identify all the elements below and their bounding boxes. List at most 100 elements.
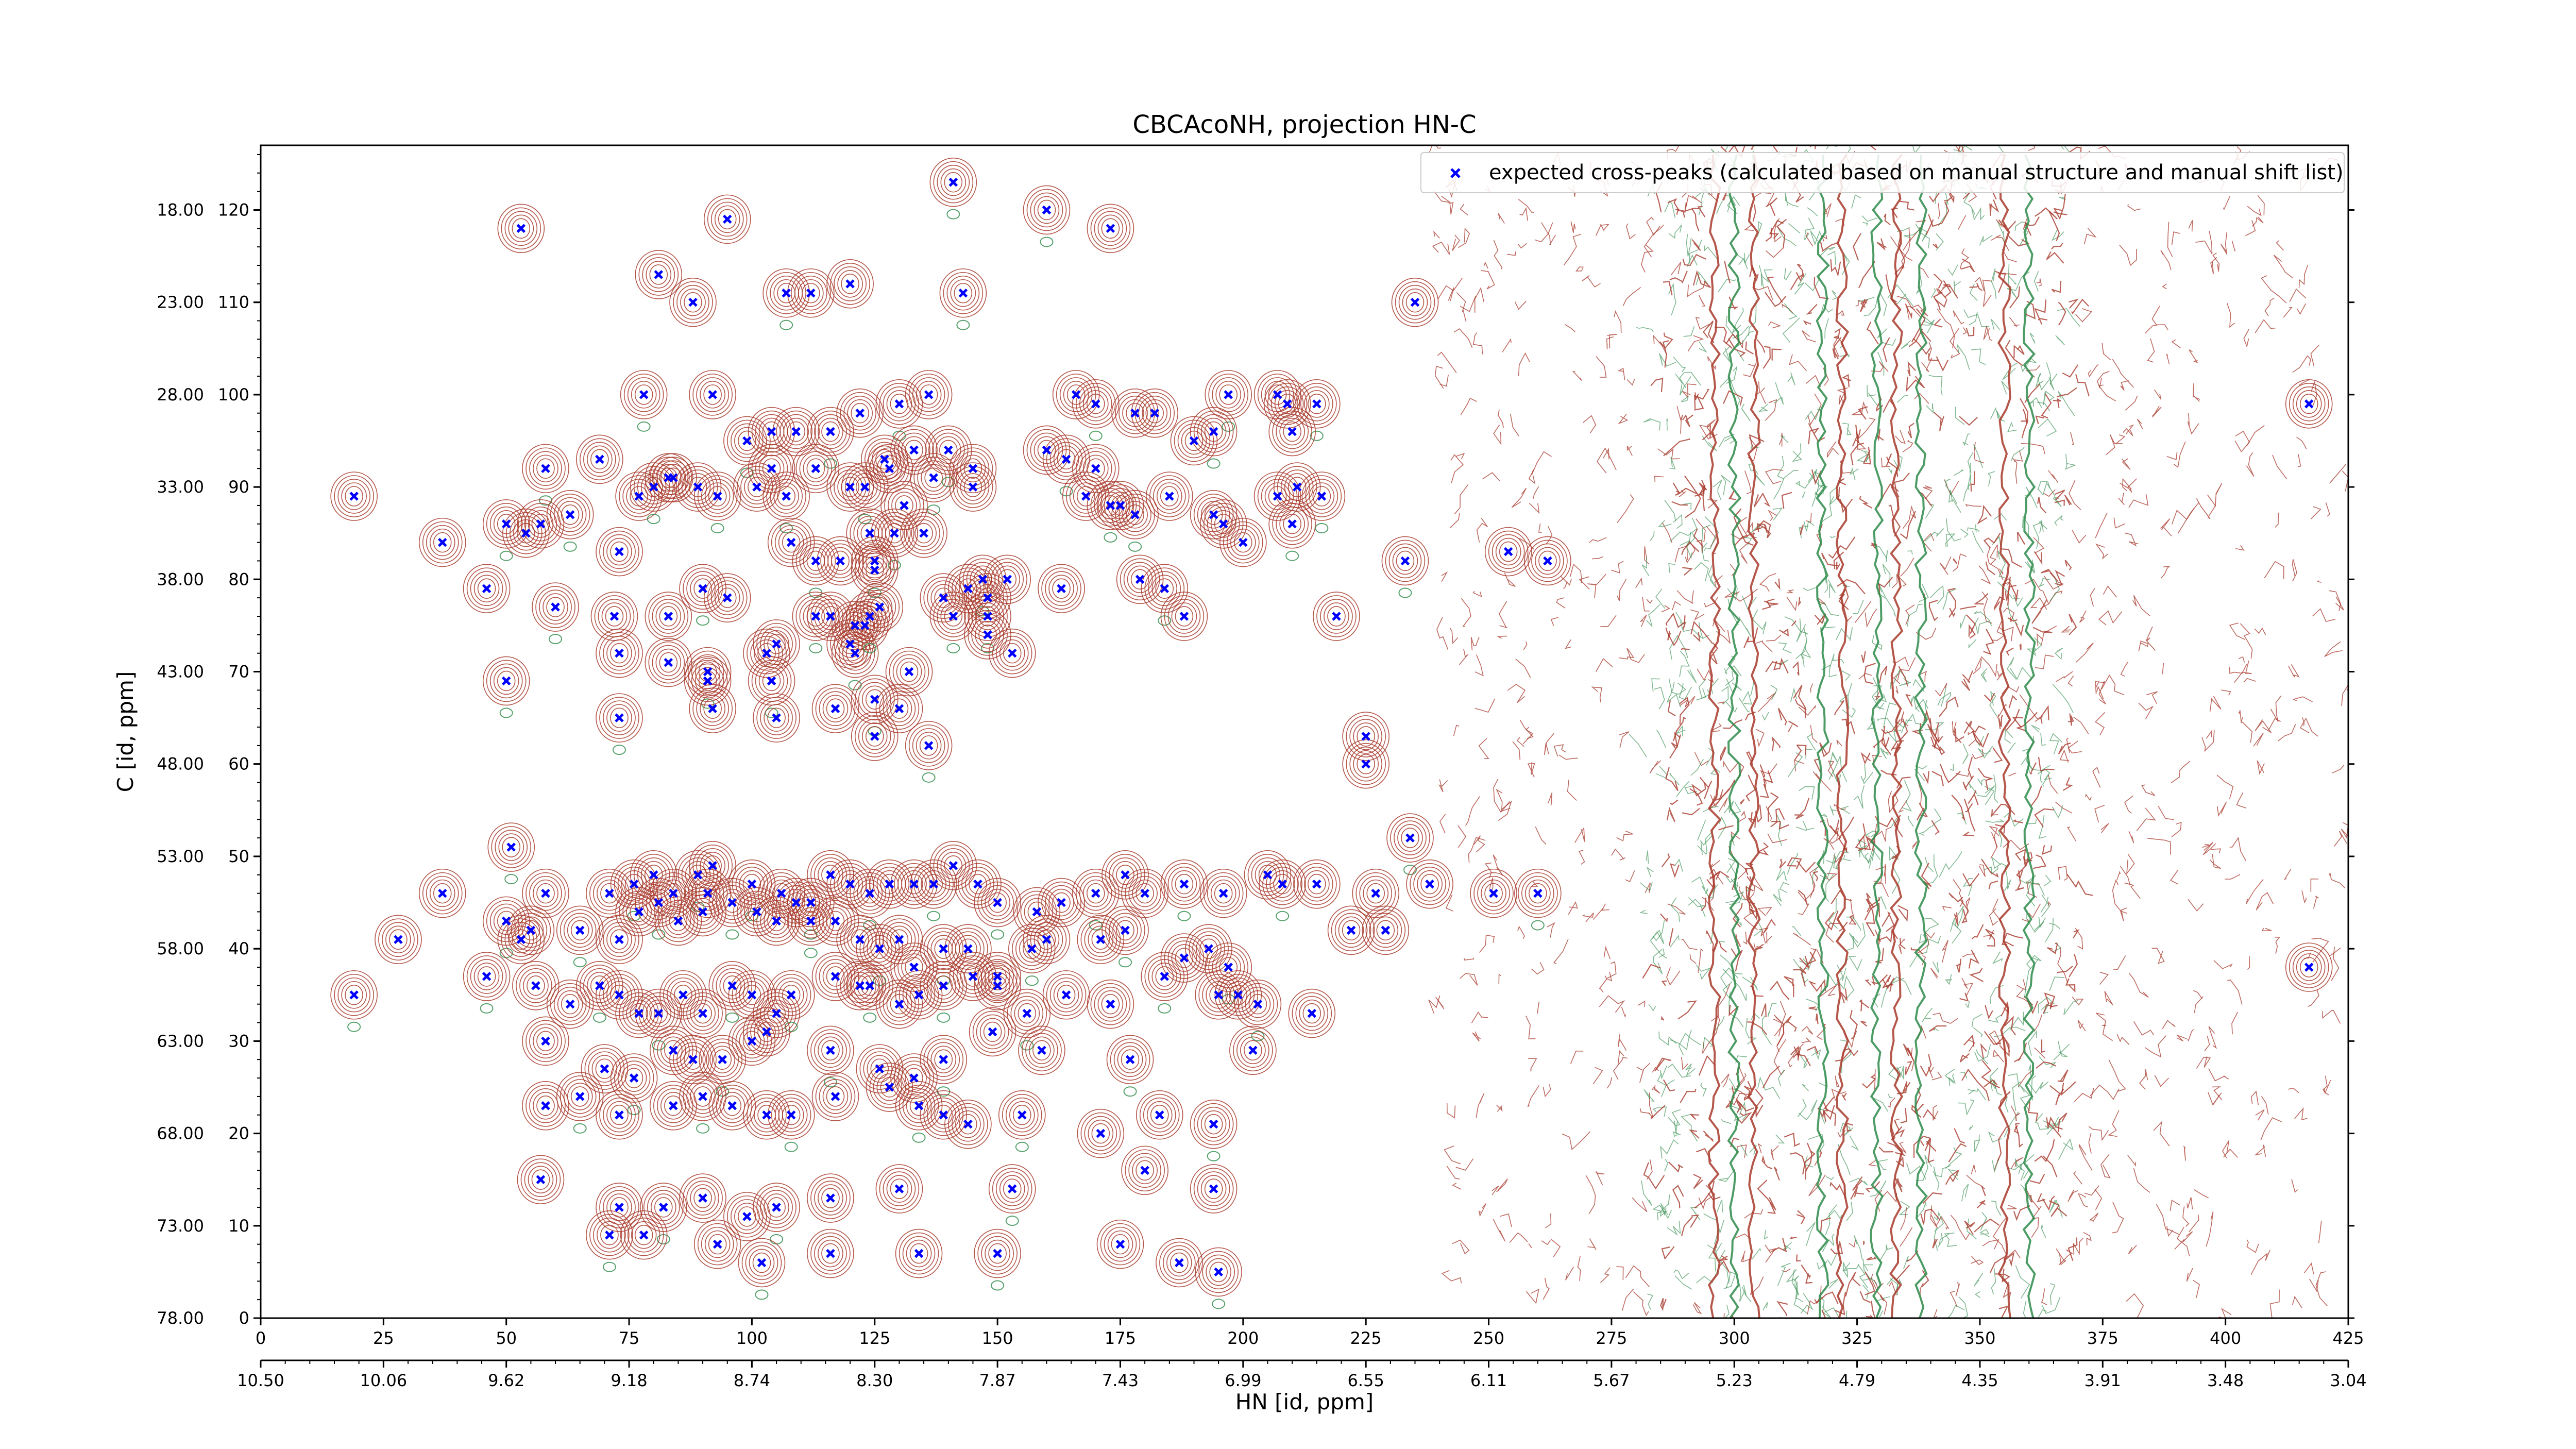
noise-contour — [1724, 1305, 1730, 1318]
y-axis-left: 18.0023.0028.0033.0038.0043.0048.0053.00… — [157, 154, 261, 1328]
noise-contour — [1802, 1084, 1809, 1091]
noise-contour — [1679, 650, 1690, 677]
cross-peak-marker — [914, 990, 924, 1000]
noise-contour — [1661, 605, 1670, 613]
y-tick-label: 48.00 — [157, 754, 204, 774]
noise-contour — [1670, 1030, 1692, 1051]
noise-contour — [2145, 626, 2156, 651]
noise-contour — [1773, 658, 1789, 673]
noise-contour — [2058, 1043, 2070, 1057]
y-inner-tick-label: 20 — [228, 1124, 249, 1143]
noise-contour — [2021, 443, 2045, 454]
peak-contour — [944, 924, 992, 973]
noise-contour — [1837, 1143, 1851, 1176]
noise-contour — [2223, 1148, 2238, 1158]
noise-contour — [1794, 745, 1802, 761]
cross-peak-marker — [1312, 399, 1321, 409]
noise-contour — [1852, 425, 1858, 447]
noise-contour — [1953, 879, 1963, 907]
noise-contour — [2158, 805, 2175, 820]
noise-contour — [2057, 966, 2073, 973]
noise-contour — [1722, 345, 1731, 362]
noise-contour — [2010, 666, 2032, 680]
noise-contour — [1664, 500, 1676, 521]
noise-contour — [1895, 686, 1899, 694]
noise-contour — [1970, 471, 1975, 492]
noise-contour — [2128, 494, 2149, 508]
noise-contour — [1857, 838, 1871, 851]
y-inner-tick-label: 120 — [218, 200, 249, 220]
cross-peak-marker — [693, 482, 703, 492]
noise-contour — [1668, 282, 1676, 316]
noise-contour — [1880, 1294, 1885, 1302]
noise-contour — [2028, 397, 2042, 408]
noise-contour — [1828, 985, 1837, 997]
noise-contour — [1971, 1256, 1984, 1266]
noise-contour — [1658, 1031, 1677, 1046]
noise-contour — [1836, 627, 1853, 641]
noise-contour — [2026, 910, 2044, 933]
noise-contour — [1834, 803, 1846, 810]
cross-peak-marker — [983, 593, 992, 602]
noise-contour — [2246, 452, 2255, 477]
noise-contour — [1874, 694, 1887, 710]
noise-contour — [2013, 450, 2023, 462]
noise-contour — [2095, 681, 2105, 695]
cross-peak-marker — [752, 482, 761, 492]
noise-contour — [1703, 1036, 1714, 1049]
noise-contour — [1934, 412, 1944, 431]
cross-peak-marker — [669, 473, 678, 482]
peak-contour — [1205, 370, 1252, 432]
x-tick-label: 275 — [1596, 1328, 1627, 1348]
noise-contour — [1879, 1244, 1893, 1261]
noise-contour — [2064, 560, 2072, 570]
peak-contour — [620, 1210, 668, 1260]
noise-contour — [1639, 882, 1653, 892]
noise-contour — [1989, 690, 1997, 717]
noise-contour — [1768, 1003, 1777, 1017]
cross-peak-marker — [1096, 1128, 1106, 1138]
noise-contour — [2064, 494, 2072, 506]
peak-contour — [610, 1053, 658, 1116]
peak-contour — [1352, 868, 1400, 918]
peak-contour — [1087, 204, 1134, 254]
noise-contour — [1693, 395, 1704, 411]
cross-peak-marker — [595, 981, 604, 990]
cross-peak-marker — [1218, 519, 1228, 529]
peak-contour — [1042, 970, 1090, 1020]
noise-contour — [2055, 335, 2065, 346]
noise-contour — [2035, 654, 2054, 669]
noise-contour — [1548, 793, 1553, 806]
noise-contour — [2315, 1271, 2328, 1306]
noise-contour — [2255, 319, 2276, 333]
noise-contour — [1659, 332, 1673, 349]
peak-contour — [650, 1081, 697, 1131]
noise-contour — [1517, 243, 1528, 249]
cross-peak-marker — [639, 390, 649, 399]
noise-contour — [1985, 561, 1996, 576]
noise-contour — [1453, 724, 1460, 736]
noise-contour — [1803, 587, 1816, 591]
noise-contour — [1808, 427, 1820, 445]
noise-contour — [2210, 854, 2221, 869]
noise-contour — [1458, 227, 1470, 248]
noise-contour — [1703, 1130, 1714, 1142]
noise-contour — [1806, 304, 1818, 315]
noise-contour — [2049, 976, 2064, 991]
noise-contour — [1636, 327, 1654, 332]
noise-contour — [2057, 308, 2080, 327]
noise-contour — [1543, 1084, 1551, 1098]
noise-contour — [1647, 1293, 1654, 1310]
noise-contour — [2042, 845, 2053, 855]
noise-contour — [1988, 1014, 2002, 1023]
noise-contour — [2318, 1221, 2322, 1243]
noise-contour — [2036, 633, 2043, 646]
noise-contour — [1710, 768, 1721, 776]
noise-contour — [1991, 1268, 1996, 1295]
noise-contour — [1969, 1125, 1974, 1131]
noise-contour — [1944, 1233, 1957, 1247]
noise-contour — [2013, 1205, 2031, 1221]
noise-contour — [2298, 379, 2310, 386]
noise-contour — [2006, 1204, 2017, 1209]
noise-contour — [1794, 760, 1805, 772]
